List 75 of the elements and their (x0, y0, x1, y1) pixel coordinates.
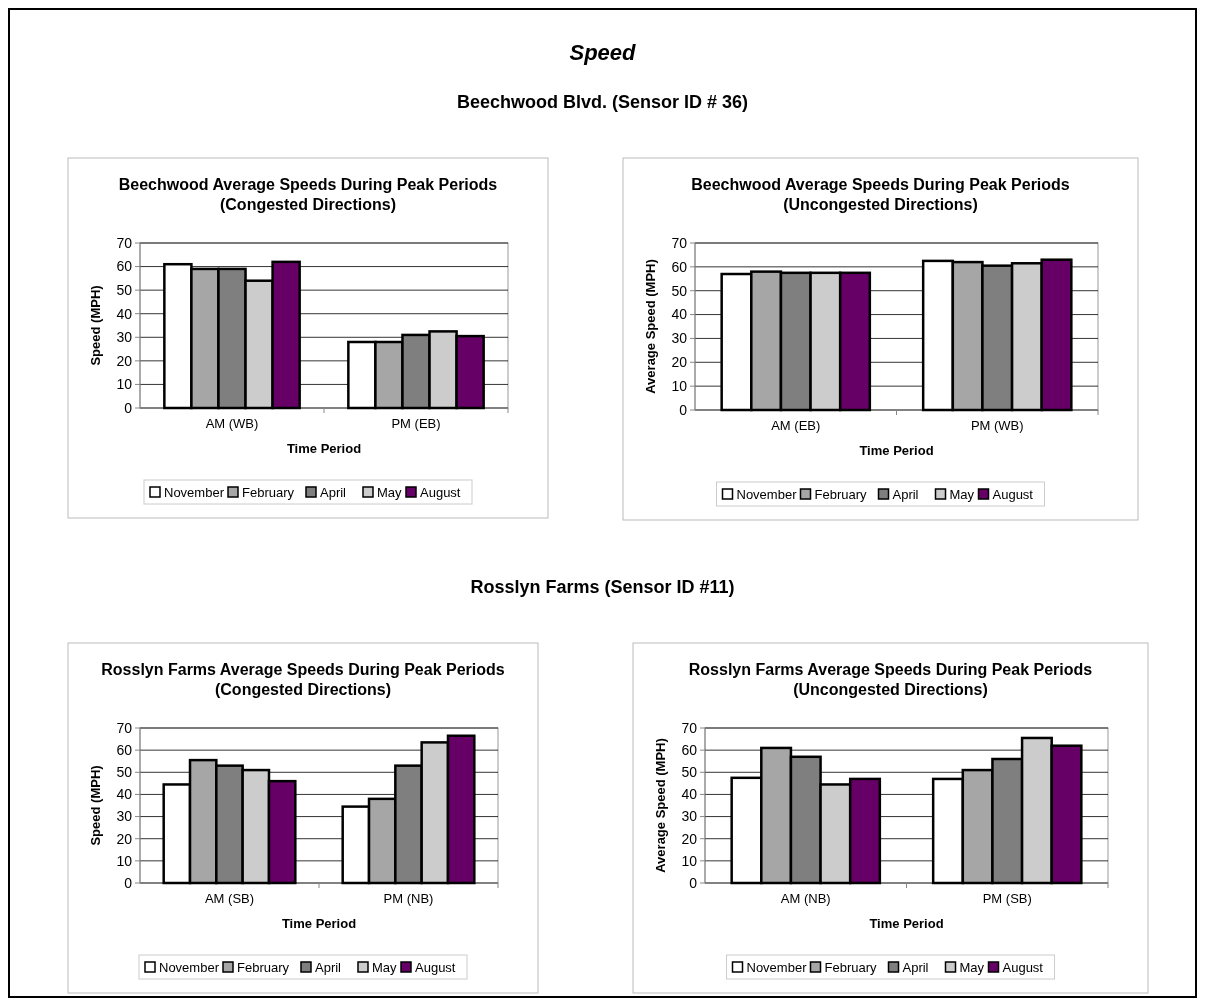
legend-label: November (164, 484, 225, 500)
x-tick-label: PM (SB) (982, 891, 1032, 906)
y-tick-label: 30 (681, 808, 698, 825)
y-tick-label: 30 (116, 808, 133, 825)
x-tick-label: PM (NB) (383, 891, 434, 906)
legend-label: April (892, 486, 919, 502)
y-tick-label: 50 (116, 282, 133, 299)
x-tick-label: AM (NB) (780, 891, 831, 906)
legend-label: August (415, 959, 456, 975)
y-axis-title: Speed (MPH) (88, 765, 103, 846)
legend-label: August (1002, 959, 1044, 975)
text: Speed (569, 40, 637, 65)
x-axis-title: Time Period (869, 916, 944, 931)
y-tick-label: 40 (671, 306, 688, 323)
legend-label: November (736, 486, 798, 502)
legend-label: May (372, 959, 398, 975)
x-tick-label: PM (WB) (970, 418, 1024, 433)
legend-label: February (814, 486, 868, 502)
y-axis-title: Average Speed (MPH) (643, 259, 658, 394)
x-tick-label: AM (EB) (771, 418, 821, 433)
y-tick-label: 0 (124, 874, 133, 891)
legend-label: August (992, 486, 1034, 502)
legend-label: April (320, 484, 347, 500)
x-axis-title: Time Period (859, 443, 934, 458)
legend-label: May (377, 484, 403, 500)
y-tick-label: 40 (681, 786, 698, 803)
y-tick-label: 10 (116, 376, 133, 393)
legend-label: April (315, 959, 342, 975)
y-tick-label: 50 (681, 764, 698, 781)
y-tick-label: 40 (116, 786, 133, 803)
y-tick-label: 70 (671, 234, 688, 251)
x-axis-title: Time Period (281, 916, 357, 931)
y-tick-label: 10 (671, 378, 688, 395)
y-axis-title: Average Speed (MPH) (653, 738, 668, 873)
y-tick-label: 0 (689, 874, 698, 891)
chart-title: Rosslyn Farms Average Speeds During Peak Periods (Congested Directions) (101, 661, 505, 698)
legend-label: May (959, 959, 985, 975)
y-tick-label: 60 (671, 258, 688, 275)
legend-label: November (746, 959, 808, 975)
y-tick-label: 70 (681, 719, 698, 736)
y-tick-label: 50 (671, 282, 688, 299)
y-tick-label: 10 (681, 852, 698, 869)
y-tick-label: 20 (116, 830, 133, 847)
y-tick-label: 10 (116, 852, 133, 869)
x-axis-title: Time Period (286, 441, 362, 456)
y-tick-label: 70 (116, 234, 133, 251)
legend-label: November (159, 959, 220, 975)
legend-label: February (237, 959, 290, 975)
y-tick-label: 30 (671, 330, 688, 347)
legend-label: April (902, 959, 929, 975)
y-tick-label: 20 (681, 830, 698, 847)
y-tick-label: 0 (679, 401, 688, 418)
y-tick-label: 0 (124, 399, 133, 416)
y-tick-label: 60 (116, 258, 133, 275)
chart-title: Beechwood Average Speeds During Peak Periods (Uncongested Directions) (691, 176, 1070, 213)
y-tick-label: 60 (116, 742, 133, 759)
y-axis-title: Speed (MPH) (88, 285, 103, 366)
text: Rosslyn Farms (Sensor ID #11) (470, 577, 735, 597)
y-tick-label: 60 (681, 742, 698, 759)
y-tick-label: 50 (116, 764, 133, 781)
legend-label: February (242, 484, 295, 500)
y-tick-label: 30 (116, 329, 133, 346)
text: Beechwood Blvd. (Sensor ID # 36) (456, 92, 749, 112)
legend-label: May (949, 486, 975, 502)
chart-title: Beechwood Average Speeds During Peak Periods (Congested Directions) (118, 176, 498, 213)
legend-label: February (824, 959, 878, 975)
legend-label: August (420, 484, 461, 500)
x-tick-label: AM (SB) (204, 891, 255, 906)
y-tick-label: 20 (671, 354, 688, 371)
y-tick-label: 20 (116, 352, 133, 369)
x-tick-label: PM (EB) (391, 416, 441, 431)
y-tick-label: 40 (116, 305, 133, 322)
chart-title: Rosslyn Farms Average Speeds During Peak Periods (Uncongested Directions) (688, 661, 1093, 698)
x-tick-label: AM (WB) (205, 416, 259, 431)
y-tick-label: 70 (116, 719, 133, 736)
